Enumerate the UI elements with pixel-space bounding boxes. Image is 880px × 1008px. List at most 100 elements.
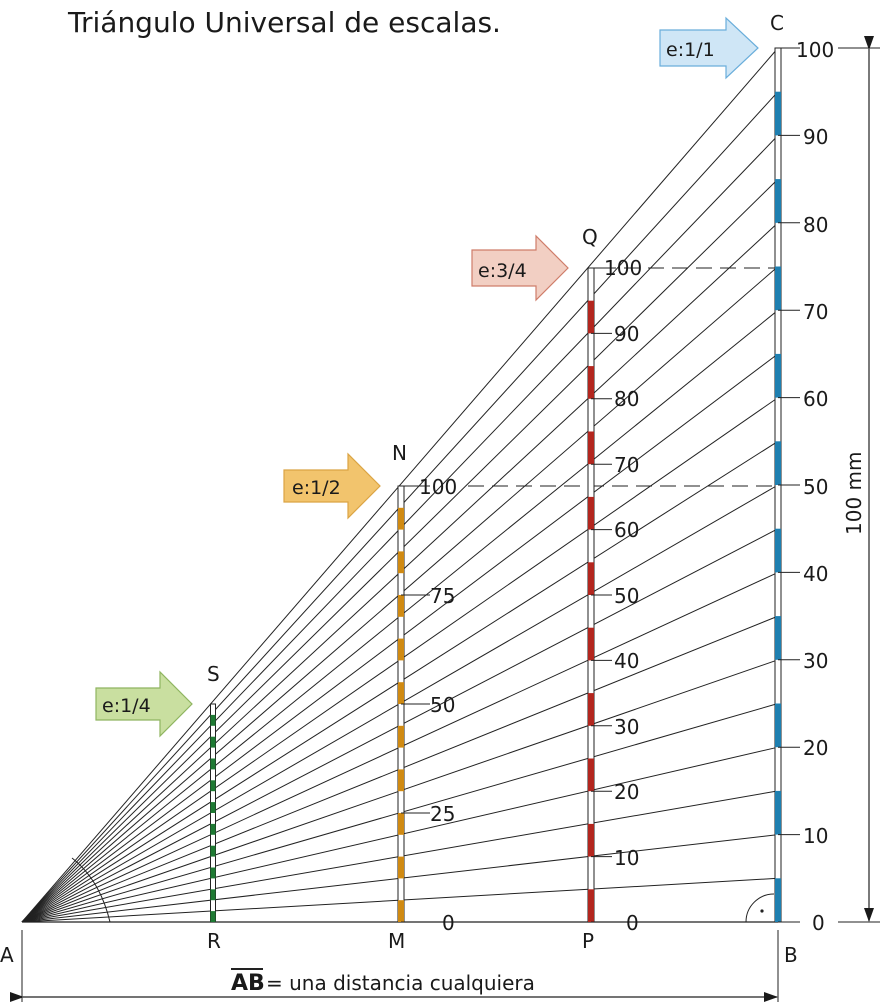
tick-label: 90 [614, 322, 639, 346]
scale-bar-segment [210, 911, 216, 922]
tick-label: 50 [803, 475, 828, 499]
arrow-badge-shape [283, 452, 381, 520]
arrow-badge-shape [659, 16, 759, 80]
tick-label: 70 [803, 300, 828, 324]
point-label-a: A [0, 943, 14, 967]
tick-label: 80 [803, 213, 828, 237]
scale-bar-segment [588, 300, 594, 334]
point-label-p: P [582, 929, 594, 953]
scale-bar-segment [775, 790, 781, 835]
tick-label: 60 [803, 387, 828, 411]
scale-bar-segment [775, 353, 781, 398]
scale-p-labels: 100 90 80 70 60 50 40 30 20 10 0 [604, 256, 642, 935]
tick-marks [401, 47, 800, 923]
scale-bar-segment [210, 823, 216, 835]
scale-bar-segment [588, 496, 594, 530]
scale-bar-segment [210, 889, 216, 901]
scale-bar-segment [588, 889, 594, 922]
scale-bar-segment [210, 780, 216, 792]
badge-label: e:1/1 [666, 39, 715, 61]
badge-label: e:1/2 [292, 477, 341, 499]
scale-bar-segment [588, 823, 594, 857]
tick-label: 30 [614, 715, 639, 739]
point-label-m: M [388, 929, 405, 953]
scale-m-labels: 100 75 50 25 0 [419, 475, 457, 935]
tick-label: 10 [614, 846, 639, 870]
ab-description: = una distancia cualquiera [266, 971, 535, 995]
scale-bar-segment [588, 758, 594, 792]
scale-bar-segment [588, 431, 594, 465]
tick-label: 50 [430, 693, 455, 717]
tick-label: 40 [614, 649, 639, 673]
tick-label: 100 [796, 38, 834, 62]
scale-bar-segment [398, 856, 404, 879]
point-label-s: S [207, 662, 220, 686]
scale-bar-segment [775, 878, 781, 922]
point-label-b: B [784, 943, 798, 967]
tick-label: 100 [419, 475, 457, 499]
tick-label: 60 [614, 518, 639, 542]
tick-label: 80 [614, 387, 639, 411]
point-label-q: Q [582, 225, 598, 249]
scale-bar-segment [210, 867, 216, 879]
scale-bar-segment [210, 714, 216, 726]
right-angle-mark [745, 893, 775, 923]
badge-label: e:1/4 [102, 695, 151, 717]
scale-bar-segment [398, 638, 404, 661]
tick-label: 20 [803, 736, 828, 760]
scale-bar-segment [210, 802, 216, 813]
scale-bar-segment [588, 366, 594, 399]
arrow-badge-shape [95, 670, 193, 738]
badge-scale-1-4: e:1/4 [95, 670, 193, 738]
tick-label: 0 [442, 911, 455, 935]
tick-label: 25 [430, 802, 455, 826]
badge-label: e:3/4 [478, 260, 527, 282]
scale-bar-segment [398, 813, 404, 835]
tick-label: 0 [626, 911, 639, 935]
tick-label: 10 [803, 824, 828, 848]
diagram-title: Triángulo Universal de escalas. [67, 6, 501, 39]
scale-bar-segment [588, 693, 594, 726]
tick-label: 100 [604, 256, 642, 280]
fan-line [21, 47, 779, 923]
badge-scale-1-1: e:1/1 [659, 16, 759, 80]
badge-scale-1-2: e:1/2 [283, 452, 381, 520]
angle-arc [71, 857, 111, 923]
dimension-label: 100 mm [842, 452, 866, 536]
scale-bar-segment [210, 845, 216, 857]
tick-label: 0 [812, 911, 825, 935]
scale-bar-segment [588, 627, 594, 661]
scale-bar-segment [398, 507, 404, 530]
scale-bar-segment [398, 725, 404, 748]
right-angle-dot [760, 909, 764, 913]
scale-bar-segment [775, 266, 781, 311]
scale-bar-segment [398, 595, 404, 617]
ab-segment-label: AB [231, 971, 265, 996]
scale-bar-segment [775, 528, 781, 573]
scale-bar-segment [588, 562, 594, 595]
scale-bar-segment [775, 703, 781, 748]
tick-label: 40 [803, 562, 828, 586]
scale-bar-segment [775, 616, 781, 660]
scale-bar-segment [775, 91, 781, 136]
point-label-c: C [770, 11, 784, 35]
badge-scale-3-4: e:3/4 [471, 234, 569, 302]
arrow-badge-shape [471, 234, 569, 302]
scale-bar-segment [775, 441, 781, 485]
scale-bar-segment [398, 900, 404, 922]
scale-bar-segment [210, 736, 216, 748]
tick-label: 70 [614, 453, 639, 477]
scale-bar-segment [398, 551, 404, 574]
scale-bar-segment [210, 758, 216, 770]
scale-b-labels: 100 90 80 70 60 50 40 30 20 10 0 [796, 38, 834, 935]
tick-label: 75 [430, 584, 455, 608]
point-label-r: R [207, 929, 221, 953]
point-label-n: N [392, 441, 407, 465]
scale-bar-segment [398, 769, 404, 792]
scale-bar-segment [775, 179, 781, 223]
tick-label: 30 [803, 649, 828, 673]
tick-label: 90 [803, 125, 828, 149]
tick-label: 50 [614, 584, 639, 608]
tick-label: 20 [614, 780, 639, 804]
